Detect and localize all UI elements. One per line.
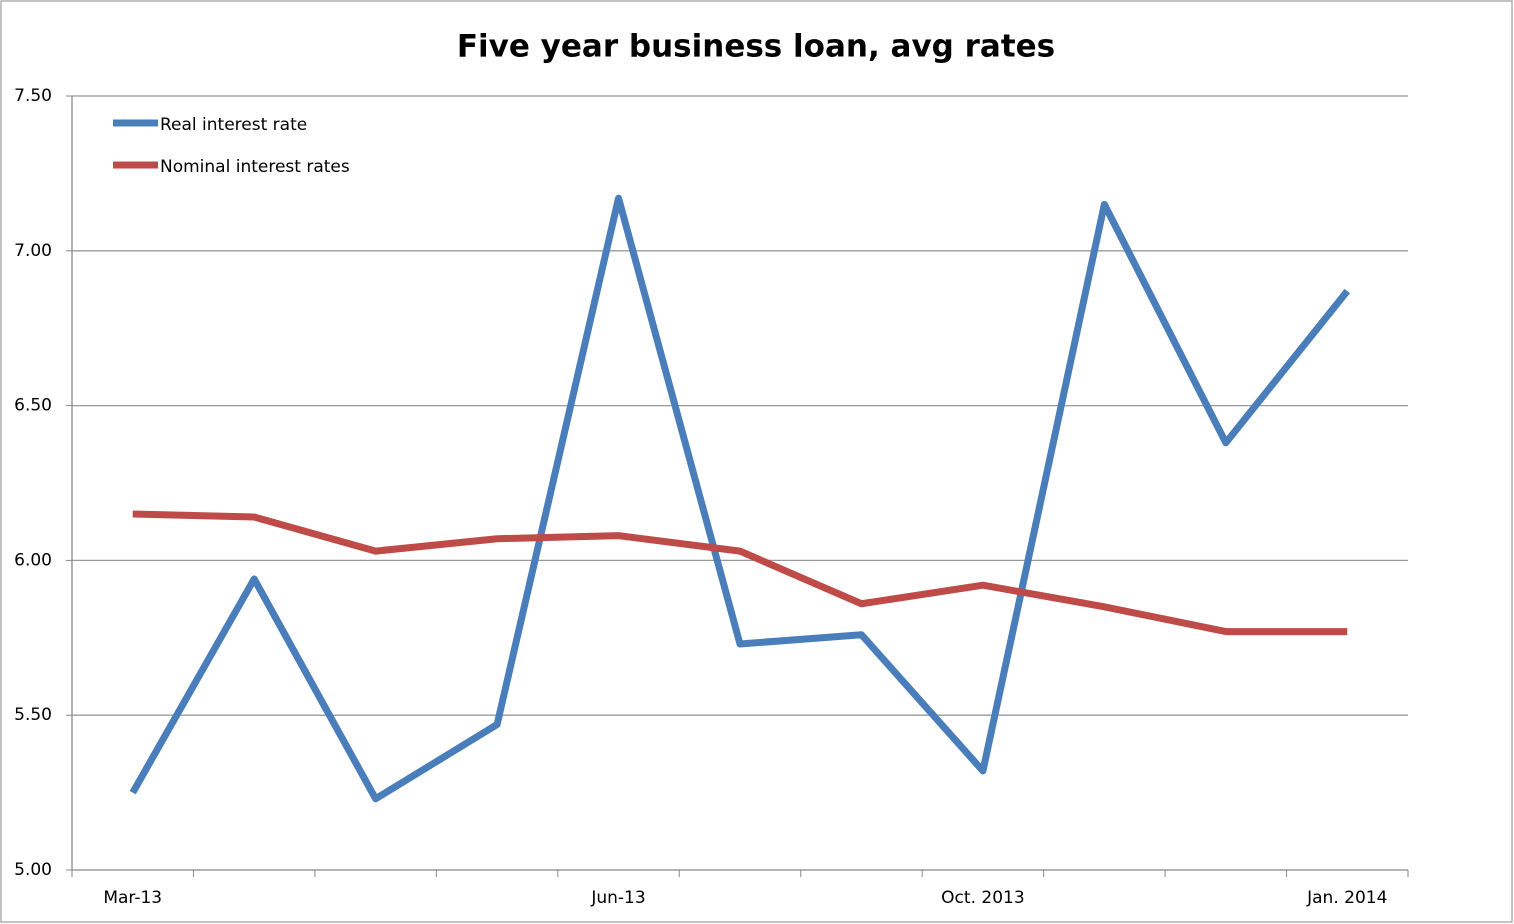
legend-label: Nominal interest rates (160, 157, 350, 177)
y-tick-label: 7.50 (14, 86, 52, 106)
y-tick-label: 5.00 (14, 860, 52, 880)
series-line (129, 194, 1351, 803)
legend-label: Real interest rate (160, 115, 307, 135)
x-tick-label: Oct. 2013 (941, 888, 1024, 908)
y-tick-label: 6.00 (14, 550, 52, 570)
x-tick-label: Jan. 2014 (1306, 888, 1387, 908)
y-tick-label: 6.50 (14, 396, 52, 416)
x-tick-label: Jun-13 (590, 888, 645, 908)
chart-title: Five year business loan, avg rates (457, 29, 1055, 65)
y-tick-label: 7.00 (14, 241, 52, 261)
series-line (132, 510, 1348, 636)
y-tick-label: 5.50 (14, 705, 52, 725)
x-tick-label: Mar-13 (103, 888, 162, 908)
